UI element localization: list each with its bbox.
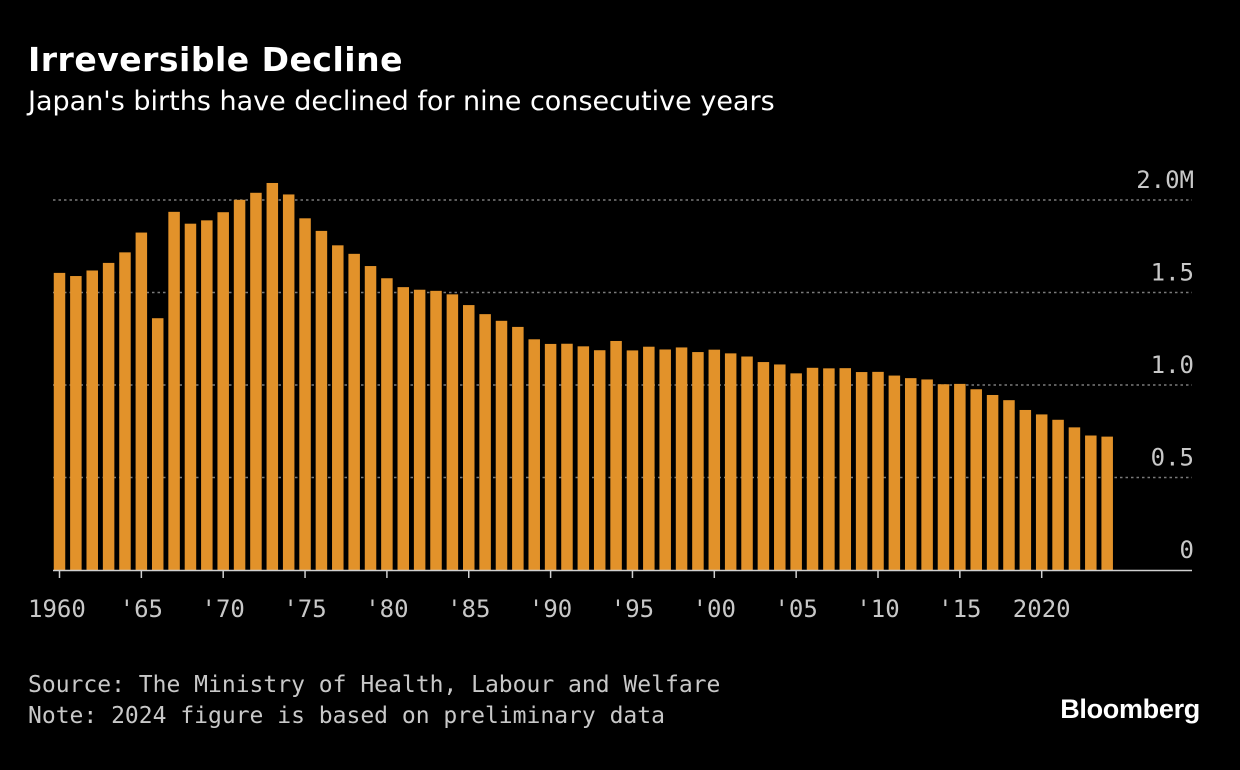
bar — [86, 270, 98, 570]
y-tick-label: 1.0 — [1151, 351, 1194, 379]
bar — [561, 343, 573, 570]
y-tick-label: 0.5 — [1151, 444, 1194, 472]
bar — [1101, 436, 1113, 570]
bar — [151, 318, 164, 570]
bar — [315, 230, 328, 570]
bar — [233, 199, 246, 570]
bars — [53, 182, 1113, 571]
x-tick-label: 1960 — [28, 595, 86, 623]
chart-subtitle: Japan's births have declined for nine co… — [28, 86, 775, 117]
chart-title: Irreversible Decline — [28, 40, 403, 79]
source-note: Source: The Ministry of Health, Labour a… — [28, 672, 721, 698]
bar — [970, 389, 982, 570]
bar — [479, 314, 491, 570]
bar — [741, 356, 753, 570]
bar — [921, 379, 933, 570]
bar — [381, 278, 393, 570]
bar — [724, 353, 737, 570]
bar — [806, 367, 819, 570]
bar — [53, 272, 66, 570]
footnote: Note: 2024 figure is based on preliminar… — [28, 703, 665, 729]
x-tick-label: 2020 — [1013, 595, 1071, 623]
bar — [364, 266, 377, 570]
bar — [986, 394, 999, 570]
bar — [1019, 409, 1032, 570]
bar — [1035, 414, 1048, 570]
bar — [184, 223, 197, 570]
y-tick-label: 1.5 — [1151, 259, 1194, 287]
bar — [119, 252, 131, 571]
bar — [659, 349, 671, 570]
bar — [528, 339, 540, 570]
x-tick-label: '75 — [283, 595, 326, 623]
bar — [1052, 419, 1064, 570]
bar — [708, 349, 721, 570]
x-tick-label: '00 — [693, 595, 736, 623]
x-tick-label: '10 — [856, 595, 899, 623]
bar — [70, 276, 82, 570]
bar — [299, 218, 311, 570]
bar — [250, 192, 262, 570]
bar — [463, 305, 475, 570]
bar — [904, 378, 917, 570]
x-tick-label: '70 — [202, 595, 245, 623]
bar — [282, 194, 295, 570]
bar — [168, 211, 180, 570]
x-tick-label: '85 — [447, 595, 490, 623]
bar — [495, 320, 508, 570]
x-tick-label: '80 — [365, 595, 408, 623]
y-tick-label: 0 — [1180, 536, 1194, 564]
bar — [839, 368, 852, 570]
bar — [626, 350, 639, 570]
bar — [332, 245, 344, 570]
x-tick-label: '95 — [611, 595, 654, 623]
bar — [1085, 435, 1097, 570]
bar — [135, 232, 148, 570]
y-tick-label: 2.0M — [1136, 166, 1194, 194]
bar — [888, 375, 901, 570]
bar — [692, 352, 704, 570]
bar — [937, 384, 950, 570]
x-axis-labels: 1960 '65 '70 '75 '80 '85 '90 '95 '00 '05 '10 '15 202… — [28, 595, 1071, 623]
bar — [1068, 427, 1081, 570]
bar — [610, 340, 622, 570]
bar — [201, 220, 213, 570]
y-axis-labels: 0 0.5 1.0 1.5 2.0M — [1136, 166, 1194, 564]
x-axis — [53, 569, 1192, 578]
bar — [430, 290, 442, 570]
bar — [512, 326, 524, 570]
bar — [774, 364, 786, 570]
x-tick-label: '90 — [529, 595, 572, 623]
bar — [954, 383, 966, 570]
x-tick-label: '05 — [774, 595, 817, 623]
bar — [855, 372, 868, 570]
bar — [266, 182, 279, 571]
bar — [757, 362, 770, 570]
bar — [577, 346, 590, 570]
bar — [675, 347, 688, 570]
bar — [1003, 400, 1015, 570]
bar — [413, 289, 426, 570]
bar — [102, 262, 115, 570]
bar — [790, 373, 802, 570]
bar — [446, 294, 459, 570]
bar — [872, 371, 884, 570]
x-tick-label: '65 — [120, 595, 163, 623]
x-tick-label: '15 — [938, 595, 981, 623]
bar — [544, 343, 557, 570]
bloomberg-logo: Bloomberg — [1060, 694, 1200, 724]
bar — [823, 368, 835, 570]
bar — [397, 287, 410, 570]
bar — [348, 253, 360, 570]
bar — [643, 346, 655, 570]
bar — [593, 350, 606, 570]
bar — [217, 212, 229, 570]
